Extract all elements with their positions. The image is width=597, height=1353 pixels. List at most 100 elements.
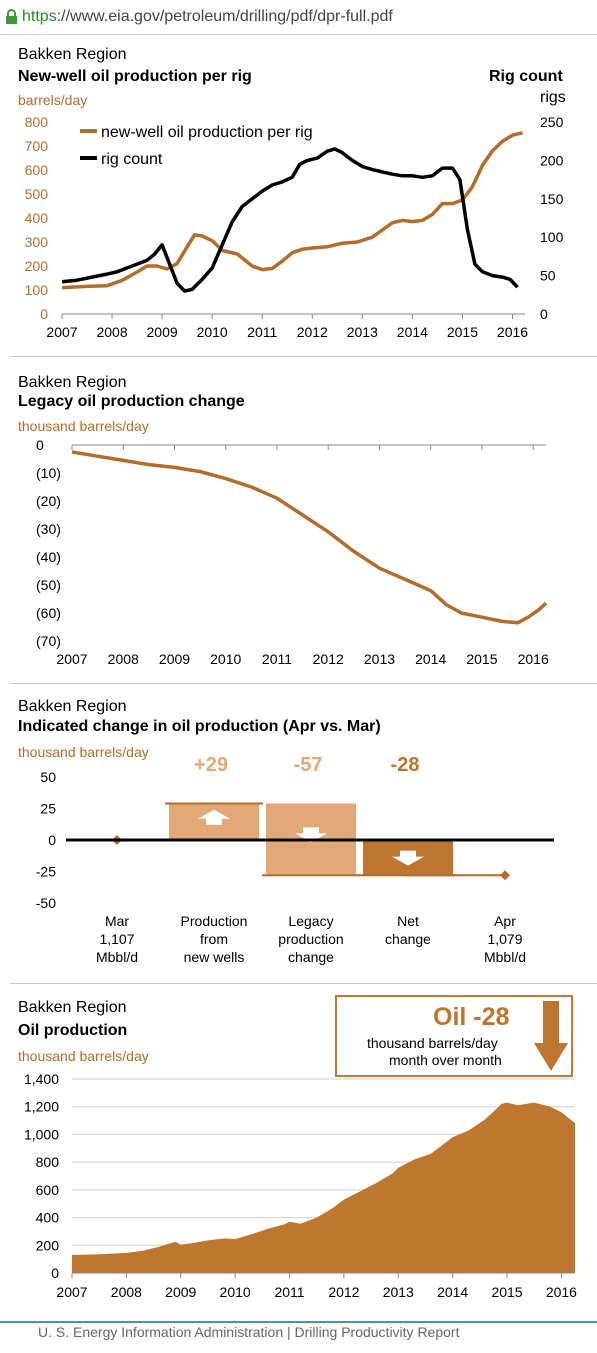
y2-tick-label: 200 [540,152,564,168]
x-tick-label: 2007 [56,1284,87,1300]
y-tick-label: 600 [36,1182,60,1198]
chart4-title: Oil production [18,1022,128,1039]
down-arrow-icon [534,1001,568,1071]
legend-label: rig count [101,151,163,168]
separator [10,983,597,984]
lock-icon [6,9,17,24]
y-tick-label: -50 [36,895,56,911]
y-tick-label: 0 [51,1265,59,1281]
x-tick-label: 2014 [415,651,446,667]
url-text[interactable]: https://www.eia.gov/petroleum/drilling/p… [22,8,393,25]
category-label: from [200,931,228,947]
y-tick-label: -25 [36,864,56,880]
series-line-production-per-rig [61,131,523,290]
y-tick-label: (30) [36,521,61,537]
chart2-unit: thousand barrels/day [18,418,149,434]
y-tick-label: 1,000 [24,1126,59,1142]
chart4-unit: thousand barrels/day [18,1048,149,1064]
y-tick-label: (20) [36,493,61,509]
category-label: 1,079 [487,931,522,947]
chart3-svg: 50 25 0 -25 -50 +29 -57 -28 Mar 1,107 Mbbl/d Produc… [36,754,554,965]
y2-tick-label: 250 [540,114,564,130]
x-tick-label: 2009 [147,324,178,340]
y-tick-label: 800 [25,114,49,130]
y-tick-label: 0 [48,832,56,848]
x-tick-label: 2009 [159,651,190,667]
value-label: +29 [194,754,228,776]
x-tick-label: 2014 [437,1284,468,1300]
series-line-legacy-change [71,450,548,625]
value-label: -28 [391,754,420,776]
value-label: -57 [294,754,323,776]
y-tick-label: 25 [40,801,56,817]
x-tick-label: 2010 [210,651,241,667]
y-tick-label: 400 [25,210,49,226]
x-tick-label: 2011 [262,651,292,667]
category-label: Mbbl/d [96,949,138,965]
x-tick-label: 2013 [383,1284,414,1300]
y2-tick-label: 100 [540,229,564,245]
category-label: Production [181,913,248,929]
oil-change-callout: Oil -28 thousand barrels/day month over … [335,995,573,1077]
x-tick-label: 2015 [491,1284,522,1300]
x-tick-label: 2010 [220,1284,251,1300]
x-tick-label: 2011 [274,1284,304,1300]
chart4-region: Bakken Region [18,999,127,1016]
x-tick-label: 2013 [347,324,378,340]
down-arrow-icon [392,850,424,866]
callout-headline: Oil -28 [433,1003,510,1031]
y-tick-label: 700 [25,138,49,154]
production-area [72,1102,575,1273]
y-tick-label: 500 [25,186,49,202]
x-tick-label: 2007 [46,324,77,340]
legend-label: new-well oil production per rig [101,124,313,141]
y-tick-label: 600 [25,162,49,178]
y2-tick-label: 150 [540,191,564,207]
chart3-region: Bakken Region [18,698,127,715]
x-tick-label: 2008 [111,1284,142,1300]
category-label: Net [397,913,419,929]
x-tick-label: 2015 [447,324,478,340]
y-tick-label: 50 [40,769,56,785]
up-arrow-icon [198,809,230,825]
y-tick-label: 1,400 [24,1071,59,1087]
chart3-title: Indicated change in oil production (Apr … [18,718,381,735]
footer-text: U. S. Energy Information Administration … [38,1324,460,1340]
level-marker [500,870,510,881]
chart1-right-title: Rig count [489,68,563,85]
chart4-svg: 0 200 400 600 800 1,000 1,200 1,400 2007 2008 2009… [24,1071,577,1300]
chart1-svg: 0 100 200 300 400 500 600 700 800 0 50 100 150 200 250… [25,114,564,340]
y-tick-label: 200 [25,258,49,274]
chart1-left-unit: barrels/day [18,92,88,108]
y-tick-label: 0 [36,437,44,453]
x-tick-label: 2015 [466,651,497,667]
category-label: production [278,931,343,947]
category-label: Apr [494,913,516,929]
x-tick-label: 2009 [165,1284,196,1300]
chart2-title: Legacy oil production change [18,393,245,410]
x-tick-label: 2012 [328,1284,359,1300]
y-tick-label: 300 [25,234,49,250]
y-tick-label: (50) [36,577,61,593]
x-tick-label: 2011 [247,324,277,340]
category-label: change [288,949,334,965]
down-arrow-icon [295,827,327,843]
x-tick-label: 2008 [108,651,139,667]
y-tick-label: (40) [36,549,61,565]
y-tick-label: (10) [36,465,61,481]
x-tick-label: 2007 [56,651,87,667]
browser-address-bar[interactable]: https://www.eia.gov/petroleum/drilling/p… [0,0,597,35]
separator [10,683,597,684]
y-tick-label: 200 [36,1237,60,1253]
y-tick-label: (70) [36,633,61,649]
callout-line1: thousand barrels/day [367,1035,498,1051]
x-tick-label: 2016 [546,1284,577,1300]
x-tick-label: 2008 [96,324,127,340]
chart2-region: Bakken Region [18,374,127,391]
chart2-svg: 0 (10) (20) (30) (40) (50) (60) (70) 2007 2008 200… [36,437,549,667]
x-tick-label: 2013 [364,651,395,667]
y-tick-label: 800 [36,1154,60,1170]
separator [10,356,597,357]
y2-tick-label: 0 [540,306,548,322]
chart1-right-unit: rigs [540,89,566,106]
